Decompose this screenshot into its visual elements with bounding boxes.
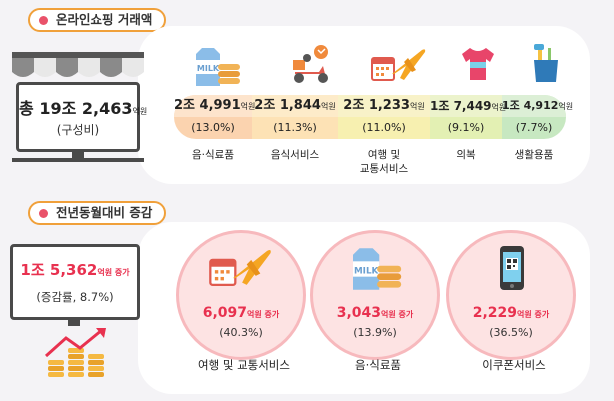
bullet-dot [39, 209, 48, 218]
category-pct: (13.0%) [191, 121, 235, 134]
milk-can-icon: MILK [353, 248, 402, 290]
bullet-dot [39, 16, 48, 25]
category-pct: (9.1%) [447, 121, 485, 134]
change-amount: 2,229 [472, 305, 518, 321]
change-amount: 6,097 [202, 305, 248, 321]
change-total-display: 1조 5,362억원 증가 (증감률, 8.7%) [10, 244, 140, 320]
change-unit: 억원 증가 [247, 310, 280, 319]
change-total-value: 1조 5,362 [20, 261, 98, 279]
total-note: (구성비) [56, 123, 100, 137]
category-label: 음식서비스 [270, 149, 320, 161]
strip-2-top [252, 95, 338, 117]
category-food-service: 2조 1,844억원 (11.3%) [252, 95, 338, 149]
change-circle-travel: 6,097억원 증가 (40.3%) [176, 230, 306, 360]
mobile-coupon-icon [500, 246, 524, 290]
category-label: 음·식료품 [192, 149, 234, 161]
svg-text:MILK: MILK [354, 266, 380, 276]
category-travel: 2조 1,233억원 (11.0%) [338, 95, 430, 149]
change-label: 여행 및 교통서비스 [198, 358, 290, 372]
category-unit: 억원 [240, 102, 256, 111]
category-unit: 억원 [558, 102, 574, 111]
total-prefix: 총 [19, 99, 34, 118]
monitor-neck [68, 320, 80, 326]
category-value: 2조 1,233 [343, 98, 410, 113]
monitor-neck [72, 152, 84, 160]
category-label-line2: 교통서비스 [359, 163, 409, 175]
category-label: 의복 [456, 149, 476, 161]
total-value: 19조 2,463 [39, 99, 133, 118]
category-unit: 억원 [491, 103, 507, 112]
category-pct: (11.0%) [362, 121, 406, 134]
delivery-scooter-icon [293, 45, 328, 83]
household-goods-icon [534, 44, 558, 82]
category-unit: 억원 [409, 102, 425, 111]
category-value: 2조 1,844 [254, 98, 321, 113]
category-value: 1조 7,449 [430, 99, 492, 113]
svg-text:MILK: MILK [197, 64, 220, 73]
strip-1-top [174, 95, 252, 117]
category-value: 1조 4,912 [502, 99, 559, 112]
change-label: 이쿠폰서비스 [482, 358, 546, 372]
category-food: 2조 4,991억원 (13.0%) [174, 95, 255, 149]
milk-can-icon: MILK [196, 48, 240, 86]
coins-growth-icon [44, 328, 106, 377]
category-label-line1: 여행 및 [367, 149, 401, 161]
category-clothing: 1조 7,449억원 (9.1%) [430, 95, 506, 149]
store-awning-icon [12, 52, 144, 77]
strip-5-top [502, 95, 566, 117]
change-total-unit: 억원 증가 [97, 268, 130, 277]
calendar-airplane-icon [371, 49, 426, 81]
total-display: 총 19조 2,463억원 (구성비) [16, 82, 147, 152]
category-unit: 억원 [320, 102, 336, 111]
change-amount: 3,043 [336, 305, 382, 321]
change-unit: 억원 증가 [381, 310, 414, 319]
change-total-note: (증감률, 8.7%) [36, 290, 114, 304]
change-label: 음·식료품 [355, 358, 401, 372]
category-label-travel: 여행 및 교통서비스 [338, 148, 430, 176]
section-title: 전년동월대비 증감 [56, 205, 153, 220]
strip-4-top [430, 95, 502, 117]
category-pct: (7.7%) [515, 121, 553, 134]
category-pct: (11.3%) [273, 121, 317, 134]
change-pct: (13.9%) [353, 326, 397, 339]
shirt-icon [462, 48, 494, 80]
section-tag-online-shopping: 온라인쇼핑 거래액 [28, 8, 167, 32]
total-unit: 억원 [132, 107, 148, 116]
calendar-airplane-icon [209, 250, 271, 287]
section-tag-yoy-change: 전년동월대비 증감 [28, 201, 167, 225]
change-pct: (40.3%) [219, 326, 263, 339]
category-household: 1조 4,912억원 (7.7%) [502, 95, 573, 149]
strip-3-top [338, 95, 430, 117]
change-pct: (36.5%) [489, 326, 533, 339]
section-title: 온라인쇼핑 거래액 [56, 12, 153, 27]
change-unit: 억원 증가 [517, 310, 550, 319]
monitor-base [12, 158, 144, 162]
category-value: 2조 4,991 [174, 98, 241, 113]
category-label: 생활용품 [514, 149, 554, 161]
